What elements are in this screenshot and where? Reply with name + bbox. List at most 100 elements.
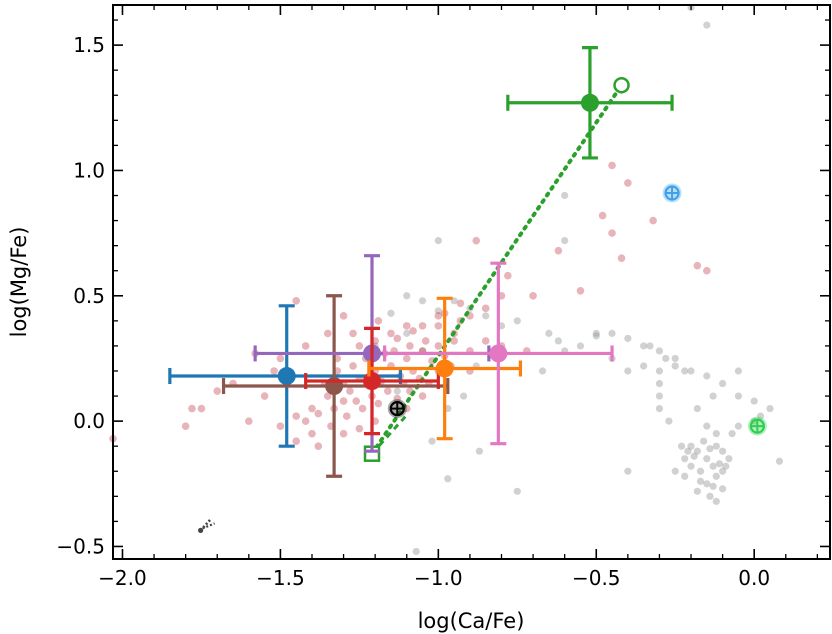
red-point (421, 337, 430, 345)
gray-point (684, 447, 692, 455)
red-point (276, 422, 285, 430)
red-point (213, 387, 222, 395)
red-point (624, 179, 632, 187)
y-tick-label: −0.5 (56, 534, 105, 558)
red-point (374, 399, 383, 408)
gray-point (722, 462, 730, 470)
gray-point (393, 387, 401, 395)
sun-blue (662, 183, 682, 203)
gray-point (719, 379, 727, 388)
gray-point (725, 455, 733, 463)
y-tick-label: 1.0 (73, 158, 105, 182)
gray-point (700, 437, 708, 445)
red-point (393, 334, 402, 343)
gray-point (709, 392, 717, 400)
red-point (358, 404, 367, 413)
gray-point (703, 480, 711, 488)
gray-point (662, 354, 670, 363)
gray-point (696, 477, 705, 485)
red-point (339, 397, 348, 405)
gray-point (655, 392, 664, 400)
gray-point (681, 472, 689, 480)
red-point (456, 299, 465, 308)
gray-point (719, 447, 727, 455)
gray-point (624, 467, 632, 475)
marker-green (580, 93, 599, 112)
gray-point (624, 334, 632, 343)
marker-blue (277, 367, 296, 386)
gray-point (703, 455, 711, 463)
red-point (693, 261, 702, 270)
gray-point (709, 462, 717, 470)
red-point (504, 271, 512, 280)
red-point (383, 387, 392, 395)
gray-point (712, 472, 720, 480)
gray-point (655, 347, 664, 355)
y-tick-label: 1.5 (73, 33, 105, 57)
gray-point (677, 442, 686, 450)
red-point (481, 304, 490, 313)
gray-point (444, 475, 452, 483)
gray-point (719, 485, 727, 493)
red-point (703, 266, 711, 275)
gray-point (712, 430, 720, 438)
gray-point (592, 332, 600, 340)
plot-frame (112, 4, 831, 560)
red-point (481, 337, 490, 345)
red-point (434, 312, 443, 320)
gray-point (756, 412, 765, 420)
red-point (355, 342, 364, 350)
x-tick-label: −1.0 (414, 566, 463, 590)
red-point (339, 312, 348, 320)
gray-point (545, 329, 553, 337)
gray-point (703, 372, 711, 380)
gray-point (734, 392, 743, 400)
marker-orange (435, 359, 454, 378)
red-point (608, 161, 616, 170)
gray-point (561, 191, 569, 200)
red-point (342, 412, 351, 420)
gray-point (775, 457, 784, 465)
gray-point (712, 442, 720, 450)
gray-point (693, 487, 701, 495)
gray-point (608, 329, 616, 337)
red-point (434, 342, 443, 350)
red-point (308, 429, 316, 438)
red-point (181, 422, 190, 430)
gray-point (428, 437, 436, 445)
red-point (323, 392, 332, 400)
red-point (346, 387, 354, 395)
red-point (406, 342, 414, 350)
gray-point (693, 404, 701, 413)
red-point (472, 236, 481, 245)
red-point (576, 286, 585, 295)
y-axis-label: log(Mg/Fe) (7, 227, 31, 338)
x-tick-label: 0.0 (738, 566, 770, 590)
gray-point (693, 447, 701, 455)
red-point (188, 404, 196, 413)
red-point (387, 329, 395, 338)
gray-point (715, 460, 724, 468)
gray-point (766, 404, 774, 413)
background-gray-points (371, 3, 784, 556)
axis-ticks: −2.0 −1.5 −1.0 −0.5 0.0 −0.5 0.0 0.5 1.0 1.5 (56, 5, 830, 590)
red-point (374, 317, 383, 325)
gray-point (671, 354, 679, 363)
gray-point (640, 342, 648, 350)
y-tick-label: 0.0 (73, 409, 105, 433)
errorbar-blue (168, 304, 403, 448)
red-point (292, 297, 300, 305)
x-axis-label: log(Ca/Fe) (418, 609, 525, 633)
gray-point (513, 317, 521, 325)
gray-point (703, 422, 711, 430)
gray-point (671, 362, 679, 370)
red-point (418, 392, 427, 400)
red-point (434, 322, 443, 330)
gray-point (434, 307, 442, 315)
red-point (308, 404, 316, 413)
gray-point (554, 337, 562, 345)
gray-point (687, 442, 695, 450)
special-symbols (197, 183, 767, 534)
red-point (292, 437, 300, 445)
